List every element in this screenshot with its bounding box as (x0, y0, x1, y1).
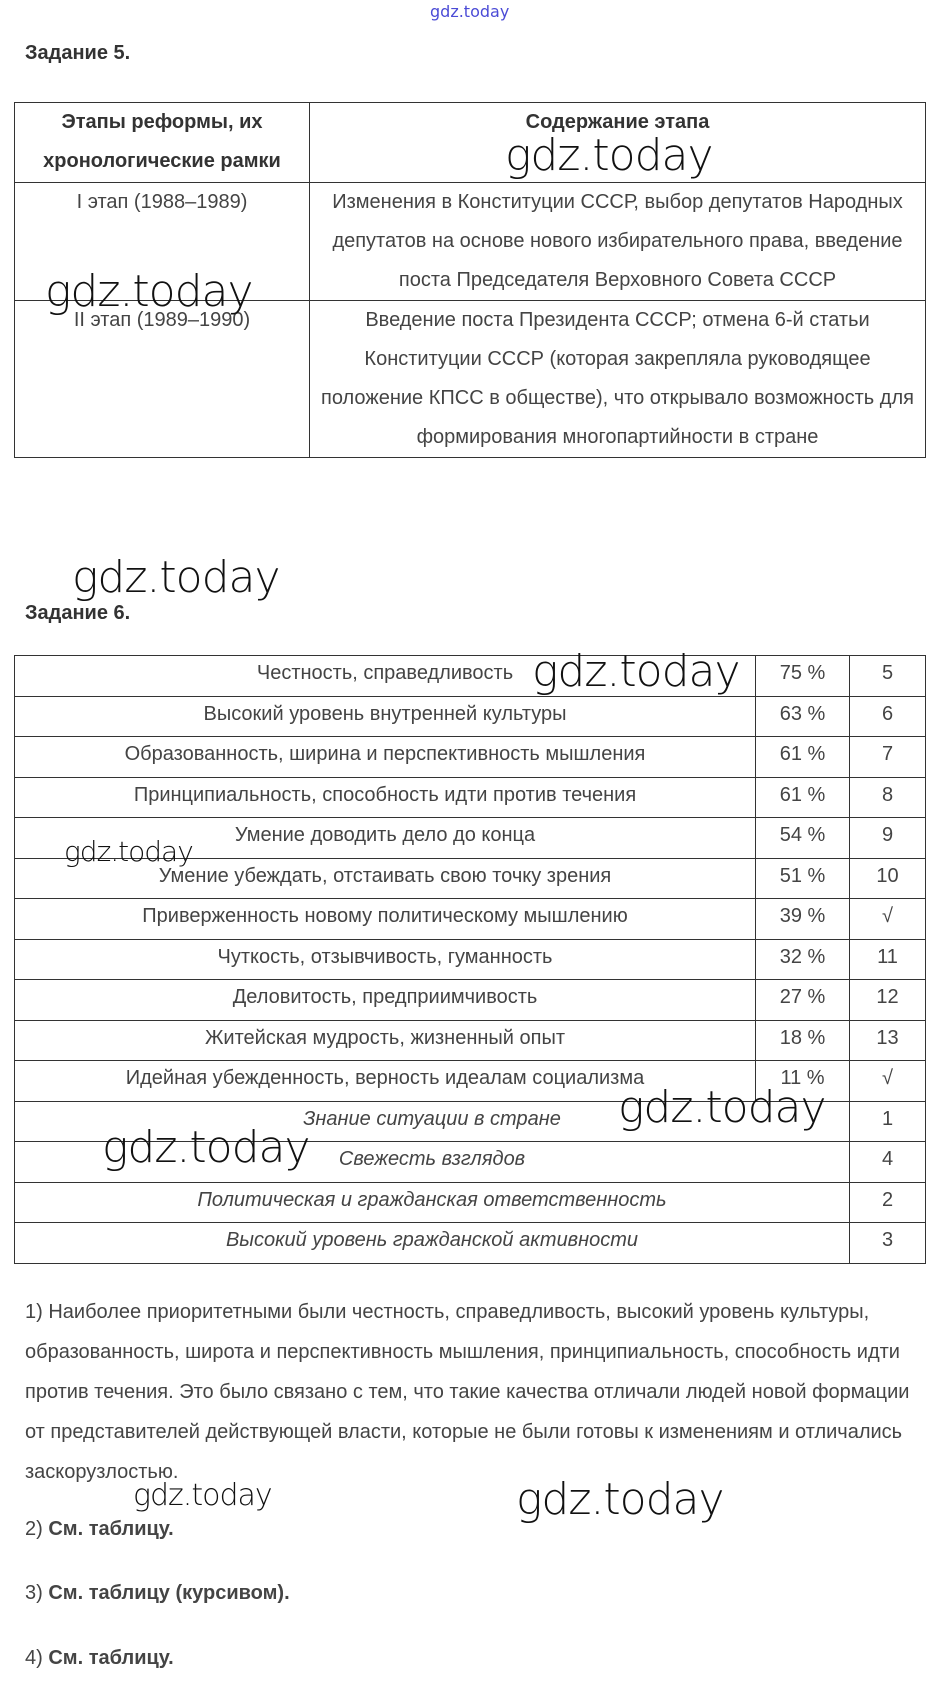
answer-number: 1) (25, 1301, 43, 1323)
quality-cell: Высокий уровень гражданской активности (14, 1222, 850, 1264)
percent-cell: 61 % (755, 736, 850, 778)
table-row: Высокий уровень внутренней культуры 63 % 6 (14, 695, 926, 737)
table-row: Образованность, ширина и перспективность… (14, 736, 926, 778)
percent-cell: 54 % (755, 817, 850, 859)
rank-cell: 12 (849, 979, 926, 1021)
stage-cell: I этап (1988–1989) (14, 182, 310, 301)
task5-table: Этапы реформы, их хронологические рамки … (14, 102, 926, 458)
table-row: Честность, справедливость 75 % 5 (14, 655, 926, 697)
table-row: Политическая и гражданская ответственнос… (14, 1181, 926, 1223)
percent-cell: 63 % (755, 695, 850, 737)
rank-cell: 4 (849, 1141, 926, 1183)
quality-cell: Политическая и гражданская ответственнос… (14, 1181, 850, 1223)
stage-cell: II этап (1989–1990) (14, 300, 310, 458)
quality-cell: Чуткость, отзывчивость, гуманность (14, 938, 756, 980)
quality-cell: Умение убеждать, отстаивать свою точку з… (14, 857, 756, 899)
rank-cell: 6 (849, 695, 926, 737)
percent-cell: 75 % (755, 655, 850, 697)
answer-number: 4) (25, 1647, 43, 1669)
answer-4: 4) См. таблицу. (25, 1638, 174, 1678)
percent-cell: 18 % (755, 1019, 850, 1061)
table-row: I этап (1988–1989) Изменения в Конституц… (14, 182, 926, 301)
rank-cell: 13 (849, 1019, 926, 1061)
table-header-row: Этапы реформы, их хронологические рамки … (14, 102, 926, 183)
percent-cell: 32 % (755, 938, 850, 980)
rank-cell: 7 (849, 736, 926, 778)
watermark: gdz.today (72, 552, 281, 603)
rank-cell: √ (849, 898, 926, 940)
quality-cell: Деловитость, предприимчивость (14, 979, 756, 1021)
watermark: gdz.today (133, 1478, 273, 1513)
quality-cell: Принципиальность, способность идти проти… (14, 776, 756, 818)
table-row: Деловитость, предприимчивость 27 % 12 (14, 979, 926, 1021)
rank-cell: 10 (849, 857, 926, 899)
watermark: gdz.today (618, 1082, 827, 1133)
rank-cell: 3 (849, 1222, 926, 1264)
task6-title: Задание 6. (25, 602, 131, 624)
percent-cell: 61 % (755, 776, 850, 818)
table-row: Идейная убежденность, верность идеалам с… (14, 1060, 926, 1102)
content-cell: Изменения в Конституции СССР, выбор депу… (309, 182, 926, 301)
watermark: gdz.today (64, 835, 194, 868)
table-row: Свежесть взглядов 4 (14, 1141, 926, 1183)
table-row: Житейская мудрость, жизненный опыт 18 % 13 (14, 1019, 926, 1061)
percent-cell: 51 % (755, 857, 850, 899)
quality-cell: Высокий уровень внутренней культуры (14, 695, 756, 737)
rank-cell: 5 (849, 655, 926, 697)
rank-cell: √ (849, 1060, 926, 1102)
answer-number: 2) (25, 1518, 43, 1540)
answer-text: Наиболее приоритетными были честность, с… (25, 1301, 910, 1483)
quality-cell: Знание ситуации в стране (14, 1100, 850, 1142)
task6-table: Честность, справедливость 75 % 5 Высокий ур… (14, 655, 926, 1264)
watermark: gdz.today (516, 1474, 725, 1525)
task5-title: Задание 5. (25, 42, 131, 64)
answer-3: 3) См. таблицу (курсивом). (25, 1573, 290, 1613)
rank-cell: 2 (849, 1181, 926, 1223)
watermark: gdz.today (102, 1122, 311, 1173)
watermark: gdz.today (505, 130, 714, 181)
watermark: gdz.today (532, 646, 741, 697)
answer-2: 2) См. таблицу. (25, 1509, 174, 1549)
rank-cell: 1 (849, 1100, 926, 1142)
table-row: II этап (1989–1990) Введение поста Прези… (14, 300, 926, 458)
quality-cell: Идейная убежденность, верность идеалам с… (14, 1060, 756, 1102)
table-row: Знание ситуации в стране 1 (14, 1100, 926, 1142)
table-row: Приверженность новому политическому мышл… (14, 898, 926, 940)
table-row: Принципиальность, способность идти проти… (14, 776, 926, 818)
answer-text: См. таблицу. (48, 1518, 174, 1540)
rank-cell: 9 (849, 817, 926, 859)
table-row: Высокий уровень гражданской активности 3 (14, 1222, 926, 1264)
answer-text: См. таблицу. (48, 1647, 174, 1669)
quality-cell: Образованность, ширина и перспективность… (14, 736, 756, 778)
table-row: Чуткость, отзывчивость, гуманность 32 % 11 (14, 938, 926, 980)
watermark-top: gdz.today (430, 2, 510, 21)
percent-cell: 39 % (755, 898, 850, 940)
answer-number: 3) (25, 1582, 43, 1604)
header-content: Содержание этапа (309, 102, 926, 183)
table-row: Умение убеждать, отстаивать свою точку з… (14, 857, 926, 899)
percent-cell: 27 % (755, 979, 850, 1021)
watermark: gdz.today (45, 266, 254, 317)
answer-text: См. таблицу (курсивом). (48, 1582, 290, 1604)
quality-cell: Приверженность новому политическому мышл… (14, 898, 756, 940)
header-stages: Этапы реформы, их хронологические рамки (14, 102, 310, 183)
rank-cell: 11 (849, 938, 926, 980)
answer-1: 1) Наиболее приоритетными были честность… (25, 1292, 925, 1492)
rank-cell: 8 (849, 776, 926, 818)
content-cell: Введение поста Президента СССР; отмена 6… (309, 300, 926, 458)
quality-cell: Житейская мудрость, жизненный опыт (14, 1019, 756, 1061)
